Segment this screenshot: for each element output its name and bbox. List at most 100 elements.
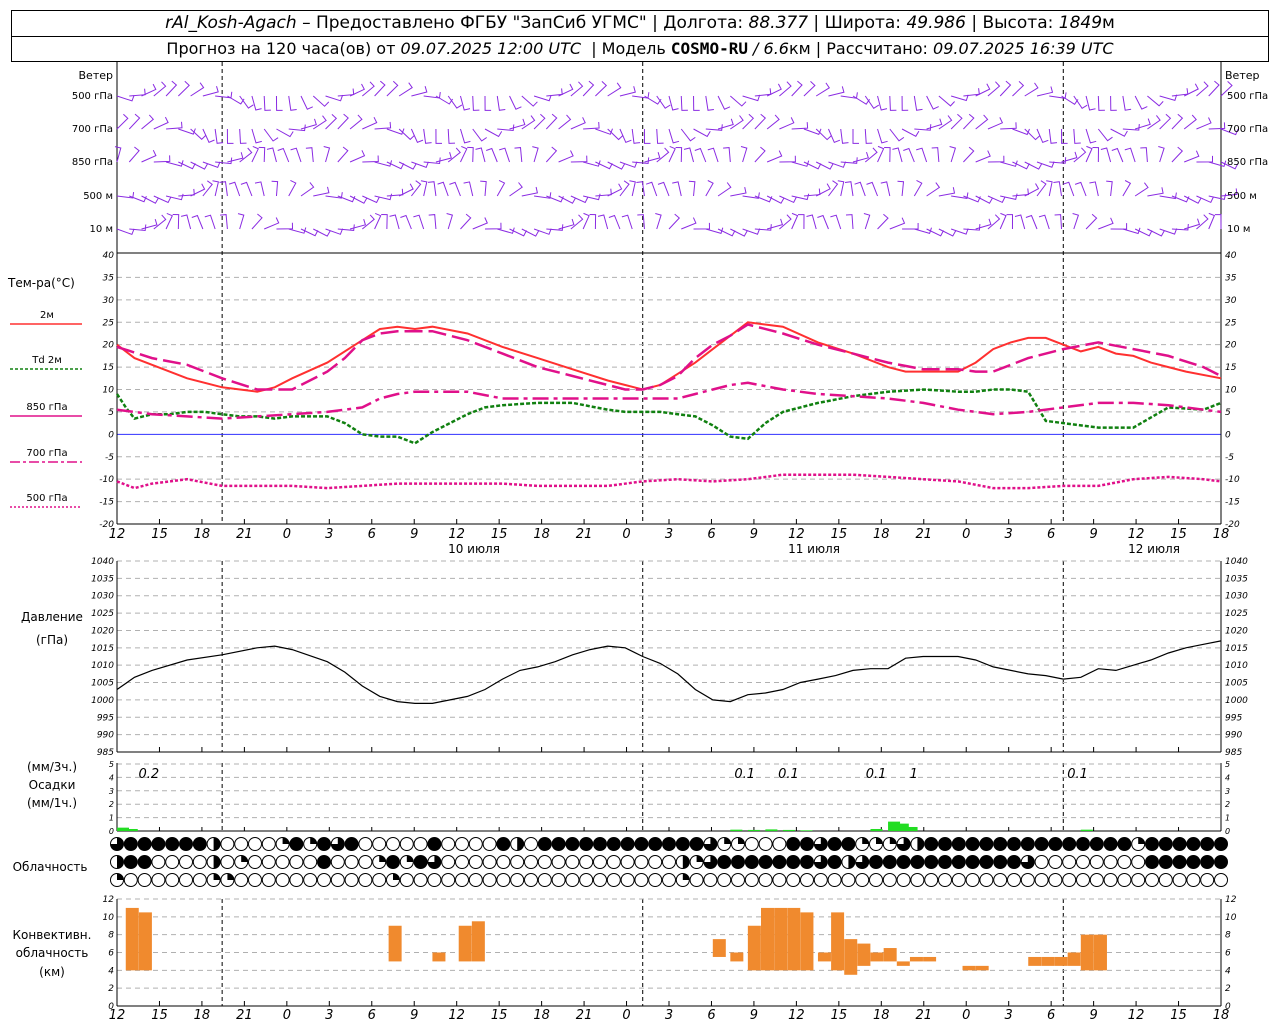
cloud-circle (330, 873, 345, 887)
wind-barb (141, 149, 157, 163)
wind-barb (153, 155, 171, 163)
convective-bar-4 (458, 925, 472, 962)
wind-barb (999, 80, 1012, 97)
wind-barb (1184, 150, 1200, 163)
press-tick-r-3: 1025 (1225, 609, 1248, 619)
wind-barb (290, 147, 302, 163)
wind-barb (694, 147, 707, 163)
wind-barb (312, 95, 330, 107)
wind-barb (766, 218, 784, 230)
wind-barb (644, 95, 662, 105)
wind-barb (656, 128, 664, 144)
computed-label: | Рассчитано: (810, 39, 934, 58)
wind-barb (672, 181, 682, 197)
conv-tick-r-5: 2 (1225, 984, 1231, 994)
pressure-series (116, 640, 1222, 704)
wind-barb (975, 195, 993, 204)
cloud-circle (537, 873, 552, 887)
temp-legend-label-t2m: 2м (40, 310, 54, 321)
hour-label-top-15: 9 (750, 527, 758, 542)
wind-barb (1196, 155, 1213, 163)
cloud-circle (827, 855, 842, 869)
wind-barb (116, 192, 135, 199)
wind-barb (202, 128, 215, 143)
wind-barb (1061, 151, 1078, 163)
cloud-circle (634, 855, 649, 869)
wind-barb (889, 128, 905, 142)
cloud-circle (1131, 873, 1146, 887)
wind-barb (1208, 212, 1216, 230)
cloud-circle (248, 855, 262, 869)
hour-label-top-12: 0 (622, 527, 630, 542)
wind-barb (437, 181, 449, 197)
press-tick-l-9: 995 (97, 713, 114, 723)
convective-bar-15 (844, 939, 858, 975)
wind-barb (190, 82, 205, 97)
wind-barb (271, 180, 279, 197)
wind-barb (1098, 217, 1114, 230)
cloud-circle (662, 855, 676, 869)
cloud-circle (468, 837, 483, 851)
hour-label-bottom-17: 15 (831, 1008, 848, 1023)
wind-barb (657, 181, 670, 197)
hour-label-bottom-6: 6 (368, 1008, 376, 1023)
cloud-circle (1214, 873, 1228, 887)
wind-barb (656, 147, 670, 163)
wind-barb (619, 161, 638, 168)
cloud-circle (786, 855, 801, 869)
wind-barb (723, 147, 731, 163)
temp-tick-l-10: -10 (99, 475, 114, 485)
hour-label-bottom-19: 21 (915, 1008, 932, 1023)
cloud-fill (917, 837, 924, 851)
wind-barb (766, 150, 783, 163)
wind-barb (521, 186, 538, 197)
wind-barb (815, 161, 834, 170)
cloud-circle (1020, 873, 1035, 887)
wind-barb (435, 152, 452, 163)
wind-barb (325, 192, 343, 199)
wind-barb (570, 117, 586, 130)
wind-barb (901, 95, 909, 111)
press-tick-r-7: 1005 (1225, 679, 1248, 689)
wind-barb (1054, 214, 1063, 230)
wind-barb (288, 95, 297, 111)
hour-label-bottom-9: 15 (491, 1008, 508, 1023)
wind-barb (889, 217, 906, 230)
cloud-circle (606, 837, 621, 851)
wind-barb (219, 181, 228, 197)
panel-frames (116, 62, 1222, 1007)
cloud-circle (303, 873, 318, 887)
temp-tick-l-9: -5 (105, 453, 114, 463)
cloud-circle (1076, 855, 1090, 869)
wind-barb (300, 95, 313, 110)
wind-barb (484, 128, 503, 138)
wind-barb (705, 180, 714, 197)
wind-barb (1012, 161, 1030, 170)
hour-label-bottom-4: 0 (283, 1008, 291, 1023)
cloud-circle (220, 855, 235, 869)
press-tick-r-11: 985 (1225, 748, 1242, 758)
wind-barb (693, 222, 711, 230)
wind-barb (263, 95, 271, 111)
wind-barb (1024, 161, 1043, 170)
wind-barb (1106, 180, 1113, 197)
forecast-label: Прогноз на 120 часа(ов) от (166, 39, 401, 58)
wind-barb (190, 183, 206, 197)
temp-tick-l-5: 15 (103, 363, 115, 373)
press-tick-l-3: 1025 (91, 609, 114, 619)
cloud-fill (814, 855, 828, 869)
wind-barb (190, 161, 208, 170)
wind-barb (116, 113, 129, 130)
wind-barb (141, 114, 155, 130)
temp-tick-l-7: 5 (108, 408, 114, 418)
wind-barb (644, 152, 661, 163)
temp-tick-l-11: -15 (99, 498, 114, 508)
wind-barb (730, 186, 747, 197)
hour-label-top-21: 3 (1005, 527, 1013, 542)
wind-barb (1147, 115, 1161, 130)
cloud-circle (896, 855, 911, 869)
wind-barb (636, 181, 645, 197)
cloud-circle (537, 855, 552, 869)
cloud-circle (123, 873, 138, 887)
cloud-fill (117, 873, 124, 880)
